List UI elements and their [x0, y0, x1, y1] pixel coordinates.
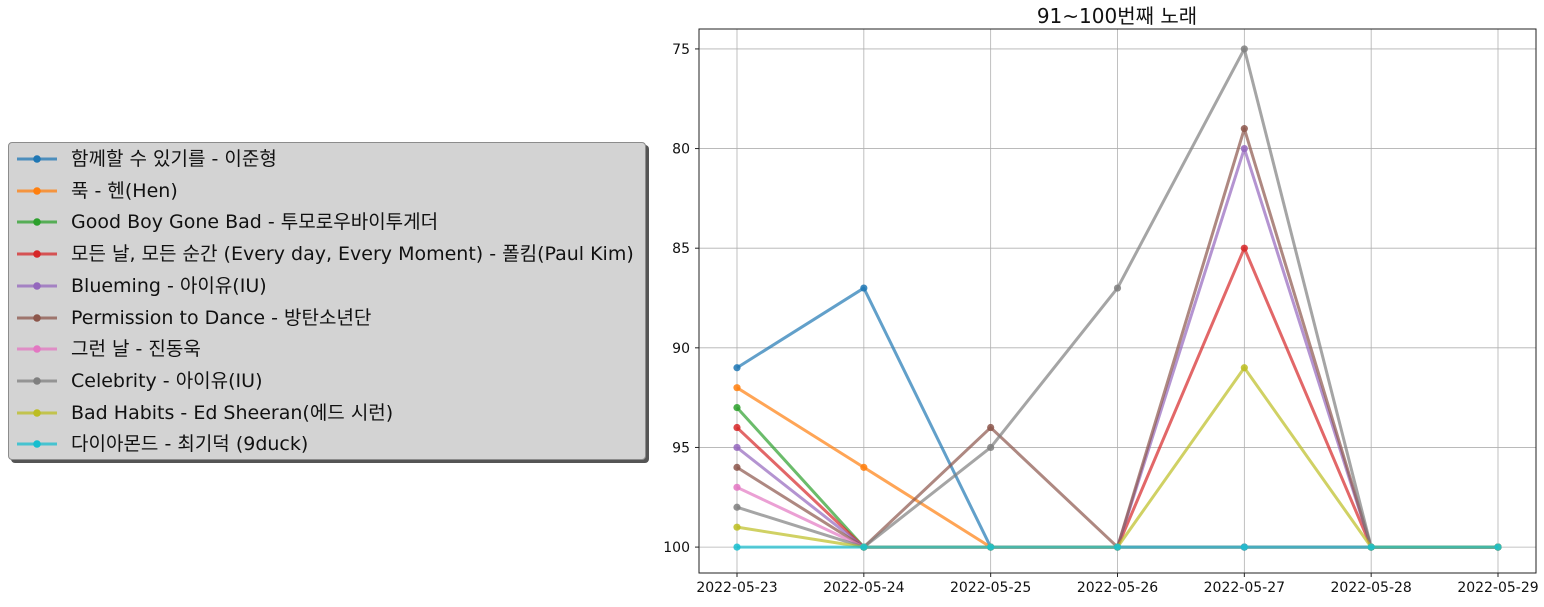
data-point — [1240, 125, 1248, 133]
y-tick-label: 75 — [672, 42, 690, 58]
legend-swatch — [17, 345, 57, 353]
legend-entry: Permission to Dance - 방탄소년단 — [9, 303, 639, 333]
y-tick-label: 80 — [672, 142, 690, 158]
series-lines — [733, 45, 1502, 551]
legend-swatch — [17, 377, 57, 385]
legend-entry: Blueming - 아이유(IU) — [9, 271, 639, 301]
data-point — [1240, 45, 1248, 53]
data-point — [860, 284, 868, 292]
legend-entry: 함께할 수 있기를 - 이준형 — [9, 144, 639, 174]
data-point — [1240, 144, 1248, 153]
legend-label: Celebrity - 아이유(IU) — [71, 369, 263, 392]
series-group — [733, 543, 1502, 551]
x-tick-label: 2022-05-24 — [823, 580, 904, 596]
data-point — [1113, 543, 1122, 551]
data-point — [733, 364, 741, 372]
x-tick-label: 2022-05-23 — [696, 580, 777, 596]
legend-swatch — [17, 313, 57, 322]
data-point — [987, 543, 995, 551]
legend-swatch — [17, 186, 57, 195]
legend-label: Blueming - 아이유(IU) — [71, 274, 267, 297]
legend-label: Permission to Dance - 방탄소년단 — [71, 306, 372, 329]
legend-entry: Good Boy Gone Bad - 투모로우바이투게더 — [9, 207, 639, 237]
x-tick-label: 2022-05-28 — [1330, 580, 1411, 596]
y-tick-label: 85 — [672, 241, 690, 257]
legend-entry: Celebrity - 아이유(IU) — [9, 366, 639, 396]
data-point — [733, 423, 741, 432]
x-tick-label: 2022-05-25 — [950, 580, 1031, 596]
legend-swatch — [17, 155, 57, 163]
data-point — [733, 384, 741, 392]
legend-label: Good Boy Gone Bad - 투모로우바이투게더 — [71, 211, 439, 234]
grid-lines — [699, 29, 1536, 573]
y-tick-label: 95 — [672, 440, 690, 456]
data-point — [733, 483, 741, 491]
legend-entry: Bad Habits - Ed Sheeran(에드 시런) — [9, 398, 639, 428]
x-tick-label: 2022-05-26 — [1077, 580, 1158, 596]
legend-entry: 푹 - 헨(Hen) — [9, 176, 639, 206]
data-point — [860, 463, 868, 471]
legend-swatch — [17, 281, 57, 290]
y-tick-label: 90 — [672, 341, 690, 357]
legend-entry: 모든 날, 모든 순간 (Every day, Every Moment) - … — [9, 239, 639, 269]
data-point — [733, 443, 741, 452]
data-point — [860, 543, 868, 551]
data-point — [1240, 543, 1248, 551]
legend-swatch — [17, 440, 57, 449]
data-point — [987, 423, 995, 432]
legend-label: 그런 날 - 진동욱 — [71, 338, 201, 361]
axis-ticks: 2022-05-23 2022-05-24 2022-05-25 2022-05-26… — [663, 42, 1538, 596]
data-point — [1240, 364, 1248, 372]
legend-entry: 다이아몬드 - 최기덕 (9duck) — [9, 429, 639, 459]
legend-label: Bad Habits - Ed Sheeran(에드 시런) — [71, 401, 394, 424]
data-point — [733, 463, 741, 471]
legend-entry: 그런 날 - 진동욱 — [9, 334, 639, 364]
data-point — [1240, 244, 1248, 252]
chart-title: 91~100번째 노래 — [1037, 4, 1197, 28]
legend-swatch — [17, 218, 57, 227]
data-point — [1367, 543, 1375, 551]
data-point — [733, 503, 741, 511]
data-point — [1113, 284, 1122, 292]
data-point — [987, 443, 995, 452]
data-point — [733, 543, 741, 551]
y-tick-label: 100 — [663, 540, 690, 556]
legend-swatch — [17, 408, 57, 417]
x-tick-label: 2022-05-29 — [1457, 580, 1538, 596]
legend-label: 푹 - 헨(Hen) — [71, 179, 178, 202]
data-point — [1494, 543, 1502, 551]
legend-label: 다이아몬드 - 최기덕 (9duck) — [71, 433, 309, 456]
x-tick-label: 2022-05-27 — [1204, 580, 1285, 596]
plot-frame — [698, 28, 1537, 574]
legend-label: 모든 날, 모든 순간 (Every day, Every Moment) - … — [71, 243, 634, 266]
data-point — [733, 404, 741, 412]
legend-swatch — [17, 250, 57, 258]
legend-label: 함께할 수 있기를 - 이준형 — [71, 148, 277, 170]
data-point — [733, 523, 741, 531]
